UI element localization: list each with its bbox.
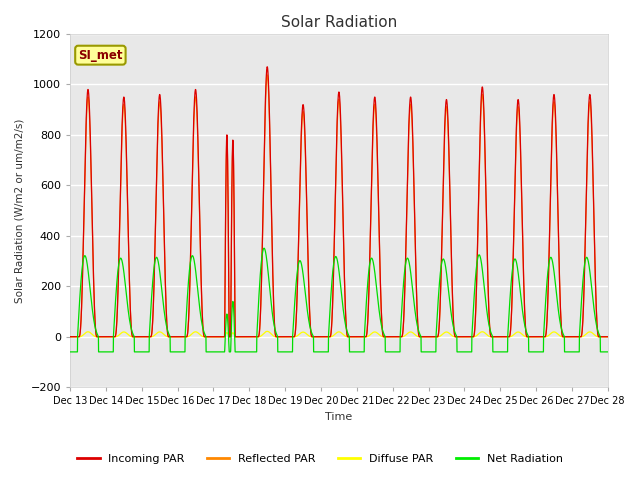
X-axis label: Time: Time <box>325 412 353 422</box>
Title: Solar Radiation: Solar Radiation <box>281 15 397 30</box>
Legend: Incoming PAR, Reflected PAR, Diffuse PAR, Net Radiation: Incoming PAR, Reflected PAR, Diffuse PAR… <box>72 448 568 469</box>
Text: SI_met: SI_met <box>78 48 123 61</box>
Y-axis label: Solar Radiation (W/m2 or um/m2/s): Solar Radiation (W/m2 or um/m2/s) <box>15 119 25 303</box>
